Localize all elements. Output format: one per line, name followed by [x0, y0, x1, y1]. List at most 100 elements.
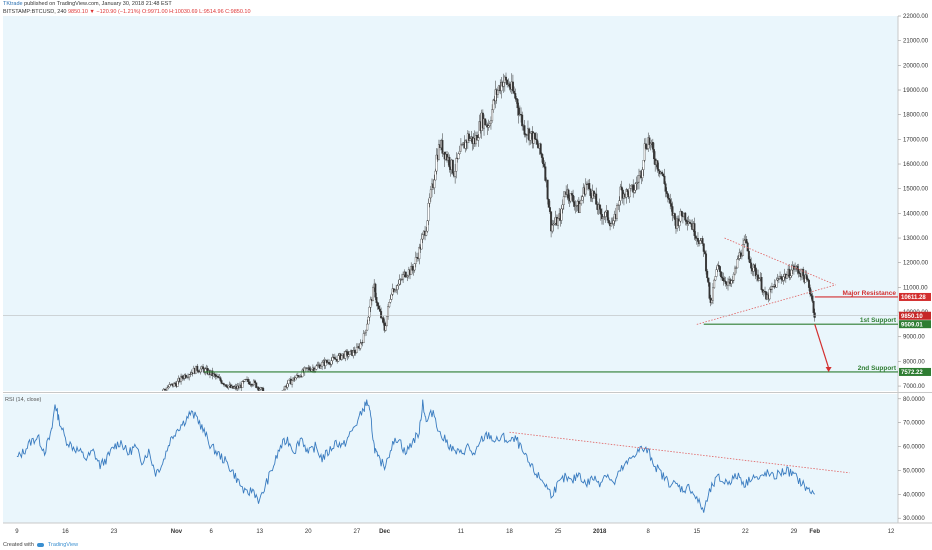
candle-down: [797, 269, 800, 274]
candle-down: [328, 362, 331, 365]
candle-up: [469, 138, 472, 141]
candle-down: [663, 175, 666, 184]
candle-down: [570, 193, 573, 196]
candle-up: [494, 89, 497, 102]
candle-up: [387, 306, 390, 317]
candle-down: [644, 143, 647, 149]
price-tick-label: 8000.00: [903, 359, 925, 365]
rsi-trendline: [509, 431, 850, 474]
symbol-text: BITSTAMP:BTCUSD, 240: [3, 9, 67, 15]
candle-up: [251, 384, 254, 386]
candle-down: [505, 76, 507, 81]
candle-down: [664, 183, 667, 192]
price-axis: 7000.008000.009000.0010000.0011000.00120…: [898, 14, 929, 390]
candle-down: [724, 280, 727, 284]
candle-down: [546, 179, 549, 200]
candle-down: [308, 367, 311, 370]
candle-down: [247, 379, 250, 382]
price-pane-bg: [3, 16, 898, 391]
candle-up: [489, 120, 492, 125]
candle-down: [506, 80, 509, 85]
candle-down: [296, 375, 299, 377]
candle-up: [310, 369, 313, 372]
candle-down: [717, 265, 720, 267]
candle-down: [651, 142, 654, 150]
candle-down: [548, 207, 551, 212]
candle-up: [427, 203, 430, 222]
candle-down: [702, 243, 705, 252]
price-tick-label: 9000.00: [903, 335, 925, 341]
price-tick-label: 22000.00: [903, 14, 929, 20]
current-price-label: 9850.10: [901, 314, 923, 320]
candle-down: [523, 125, 526, 135]
candle-up: [233, 387, 236, 389]
candle-down: [262, 388, 265, 391]
footer: Created with TradingView: [3, 542, 78, 548]
rsi-tick-label: 30.0000: [903, 516, 925, 522]
rsi-title: RSI (14, close): [5, 397, 42, 403]
candle-up: [369, 299, 372, 308]
level-price-tag: [899, 292, 931, 301]
candle-up: [389, 299, 392, 303]
price-tick-label: 7000.00: [903, 384, 925, 390]
candle-down: [346, 351, 349, 357]
triangle-upper-line: [724, 237, 836, 286]
author-name[interactable]: TKtrade: [3, 1, 23, 7]
candle-down: [535, 138, 538, 141]
candle-up: [406, 275, 409, 277]
candle-down: [573, 201, 576, 207]
candle-down: [680, 211, 683, 216]
candle-up: [678, 220, 681, 227]
candle-down: [380, 311, 383, 319]
candle-up: [768, 288, 771, 300]
candle-up: [331, 356, 334, 361]
candle-up: [398, 279, 401, 285]
candle-up: [294, 377, 297, 381]
level-label: 2nd Support: [858, 365, 897, 372]
candle-up: [395, 289, 398, 291]
candle-down: [261, 387, 263, 389]
current-price-tag: [899, 311, 931, 320]
candle-down: [550, 211, 553, 232]
candle-up: [421, 234, 424, 240]
candle-up: [737, 258, 740, 260]
candle-up: [458, 150, 461, 154]
projection-arrow-head: [825, 366, 832, 372]
rsi-tick-label: 40.0000: [903, 492, 925, 498]
candle-up: [324, 360, 327, 366]
candle-up: [636, 181, 639, 184]
candle-up: [770, 286, 773, 290]
candle-down: [448, 156, 451, 168]
candle-up: [347, 354, 350, 357]
candle-down: [599, 208, 602, 215]
time-tick-label: 12: [888, 529, 895, 535]
candle-down: [257, 386, 260, 391]
candle-up: [581, 196, 584, 201]
price-tick-label: 11000.00: [903, 285, 928, 291]
candle-up: [529, 132, 532, 141]
candle-up: [258, 389, 261, 391]
candle-up: [433, 179, 436, 189]
candle-up: [394, 290, 396, 293]
candle-up: [611, 223, 614, 225]
candle-down: [739, 252, 742, 257]
tradingview-brand[interactable]: TradingView: [47, 542, 79, 548]
time-tick-label: 18: [506, 529, 513, 535]
candle-up: [429, 189, 432, 199]
candle-up: [314, 369, 317, 372]
candle-down: [197, 370, 200, 372]
candle-down: [514, 93, 517, 99]
candle-down: [721, 276, 724, 279]
candle-up: [492, 99, 495, 110]
ohlc-close: C:9850.10: [225, 9, 251, 15]
candle-down: [813, 312, 816, 318]
candle-down: [601, 214, 603, 219]
ohlc-open: O:9971.00: [141, 9, 168, 15]
candle-up: [188, 374, 191, 378]
rsi-line: [16, 399, 816, 513]
candle-down: [543, 163, 546, 167]
candle-down: [685, 220, 688, 222]
candle-up: [710, 300, 713, 303]
price-tick-label: 14000.00: [903, 211, 929, 217]
